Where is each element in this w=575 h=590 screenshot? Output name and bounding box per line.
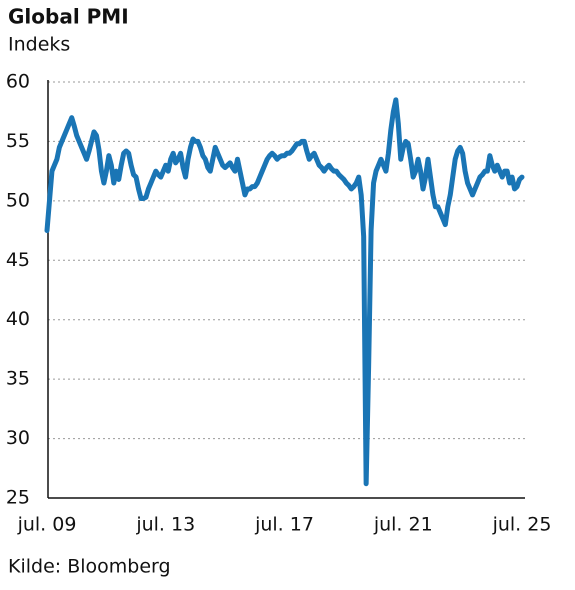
x-tick-label: jul. 09: [17, 514, 77, 536]
y-tick-label: 45: [6, 249, 30, 271]
x-tick-label: jul. 13: [135, 514, 195, 536]
source: Kilde: Bloomberg: [8, 556, 171, 578]
y-tick-label: 60: [6, 71, 30, 93]
line-series: [44, 97, 525, 487]
y-tick-label: 40: [6, 308, 30, 330]
x-tick-label: jul. 25: [492, 514, 552, 536]
y-tick-label: 25: [6, 487, 30, 509]
y-tick-label: 30: [6, 427, 30, 449]
chart-subtitle: Indeks: [8, 34, 70, 56]
y-tick-label: 50: [6, 189, 30, 211]
y-tick-label: 55: [6, 130, 30, 152]
x-tick-label: jul. 17: [254, 514, 314, 536]
y-tick-label: 35: [6, 368, 30, 390]
chart-title: Global PMI: [8, 5, 129, 29]
x-tick-label: jul. 21: [373, 514, 433, 536]
